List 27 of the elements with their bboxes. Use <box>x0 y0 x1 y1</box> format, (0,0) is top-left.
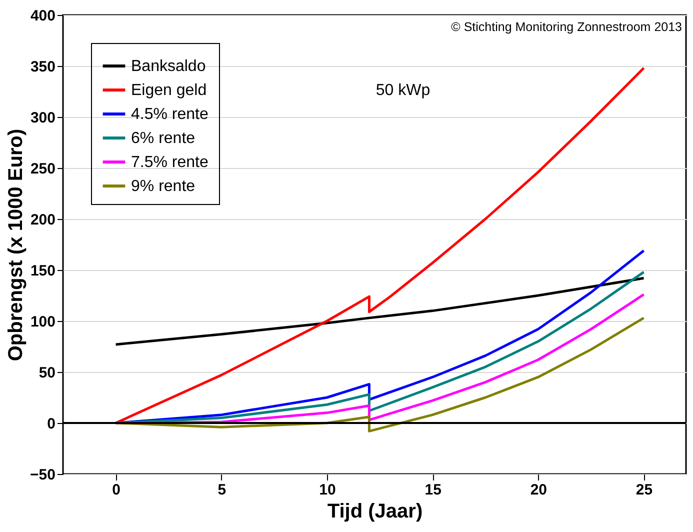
y-tick-label: 250 <box>30 160 56 178</box>
y-tick-label: 400 <box>30 8 56 24</box>
legend-label: 7.5% rente <box>131 154 208 171</box>
annotation: © Stichting Monitoring Zonnestroom 2013 <box>451 20 682 34</box>
y-axis-title: Opbrengst (x 1000 Euro) <box>5 128 28 362</box>
y-tick-label: 0 <box>47 416 56 432</box>
y-tick-label: −50 <box>30 466 56 484</box>
legend-label: Banksaldo <box>131 58 206 75</box>
legend-label: 4.5% rente <box>131 106 208 123</box>
x-tick-label: 25 <box>636 482 653 498</box>
y-tick-label: 200 <box>30 212 56 228</box>
line-series <box>114 276 646 346</box>
x-tick-label: 10 <box>319 482 336 498</box>
annotation: 50 kWp <box>376 82 430 99</box>
x-tick-label: 20 <box>530 482 548 498</box>
y-tick-label: 300 <box>30 110 56 126</box>
x-tick-label: 5 <box>218 482 226 498</box>
legend-label: Eigen geld <box>131 82 207 99</box>
legend-label: 6% rente <box>131 130 196 147</box>
y-tick-label: 50 <box>38 364 56 382</box>
legend-label: 9% rente <box>131 178 196 195</box>
y-tick-label: 350 <box>30 58 56 76</box>
x-tick-label: 0 <box>112 482 120 498</box>
y-tick-label: 100 <box>30 314 56 330</box>
x-axis-title: Tijd (Jaar) <box>327 500 423 522</box>
y-tick-label: 150 <box>30 262 56 280</box>
x-tick-label: 15 <box>424 482 442 498</box>
